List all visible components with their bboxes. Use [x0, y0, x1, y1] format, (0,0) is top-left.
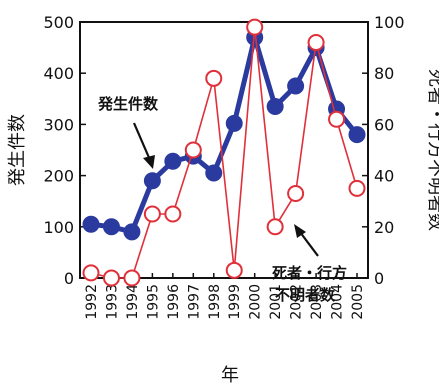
left-tick-label: 200 [43, 167, 74, 186]
left-tick-label: 300 [43, 115, 74, 134]
left-axis-ticks: 0 100 200 300 400 500 [43, 13, 86, 288]
data-point-shisha [205, 69, 223, 87]
x-tick-label: 1993 [104, 284, 120, 320]
right-tick-label: 80 [374, 64, 394, 83]
x-tick-label: 2000 [248, 284, 264, 320]
data-point-hassei [348, 126, 366, 144]
right-tick-label: 20 [374, 218, 394, 237]
left-axis-title: 発生件数 [7, 114, 28, 186]
annotation-shisha-line2: 不明者数 [275, 286, 336, 304]
data-point-shisha [164, 205, 182, 223]
x-tick-label: 1997 [186, 284, 202, 320]
data-point-hassei [123, 223, 141, 241]
data-point-shisha [287, 185, 305, 203]
x-tick-label: 1992 [84, 284, 100, 320]
x-tick-label: 1999 [227, 284, 243, 320]
x-tick-label: 2002 [289, 284, 305, 320]
annotation-shisha-line1: 死者・行方 [272, 264, 347, 282]
right-tick-label: 0 [374, 269, 384, 288]
arrow-to-hassei [132, 122, 155, 169]
data-point-shisha [246, 18, 264, 36]
right-axis-ticks: 0 20 40 60 80 100 [362, 13, 405, 288]
x-tick-label: 1998 [207, 284, 223, 320]
left-tick-label: 100 [43, 218, 74, 237]
data-point-shisha [143, 205, 161, 223]
data-point-shisha [328, 110, 346, 128]
right-tick-label: 40 [374, 167, 394, 186]
x-tick-label: 2004 [330, 284, 346, 320]
data-point-hassei [225, 114, 243, 132]
data-point-shisha [102, 269, 120, 287]
data-point-shisha [82, 264, 100, 282]
data-point-shisha [225, 261, 243, 279]
left-tick-label: 400 [43, 64, 74, 83]
x-axis-ticks: 1992 1993 1994 1995 1996 1997 1998 1999 2000 2001… [84, 273, 366, 320]
series-layer [82, 18, 366, 287]
data-point-hassei [266, 97, 284, 115]
x-tick-label: 2005 [350, 284, 366, 320]
x-axis-title: 年 [221, 365, 239, 386]
x-tick-label: 2001 [268, 284, 284, 320]
data-point-shisha [123, 269, 141, 287]
x-tick-label: 1994 [125, 284, 141, 320]
plot-frame [79, 21, 369, 279]
data-point-hassei [287, 77, 305, 95]
data-point-hassei [164, 152, 182, 170]
annotation-hassei-kensu: 発生件数 [97, 95, 159, 113]
data-point-shisha [184, 141, 202, 159]
left-tick-label: 500 [43, 13, 74, 32]
right-axis-title: 死者・行方不明者数 [425, 69, 439, 231]
left-tick-label: 0 [64, 269, 74, 288]
data-point-shisha [307, 33, 325, 51]
data-point-hassei [102, 218, 120, 236]
right-tick-label: 100 [374, 13, 405, 32]
data-point-shisha [266, 218, 284, 236]
right-tick-label: 60 [374, 115, 394, 134]
series-line-shisha [90, 26, 358, 279]
series-line-hassei [90, 34, 359, 235]
data-point-hassei [143, 172, 161, 190]
data-point-hassei [205, 164, 223, 182]
x-tick-label: 1995 [145, 284, 161, 320]
data-point-shisha [348, 179, 366, 197]
x-tick-label: 1996 [166, 284, 182, 320]
data-point-hassei [82, 215, 100, 233]
arrow-to-shisha [294, 224, 319, 257]
x-tick-label: 2003 [309, 284, 325, 320]
